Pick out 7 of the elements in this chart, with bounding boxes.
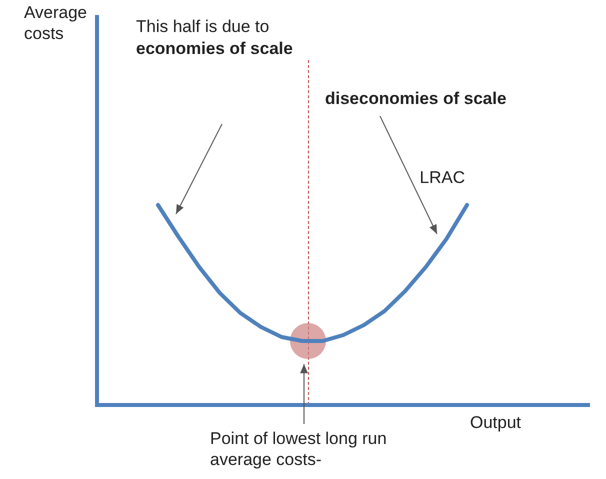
x-axis-title: Output	[470, 412, 522, 433]
series-label: LRAC	[420, 168, 465, 187]
text: economies of scale	[136, 38, 294, 59]
text: Average costs	[24, 2, 88, 44]
text: Point of lowest long run average costs-	[210, 428, 388, 470]
text: diseconomies of scale	[325, 88, 508, 109]
text: This half is due to	[136, 16, 270, 37]
